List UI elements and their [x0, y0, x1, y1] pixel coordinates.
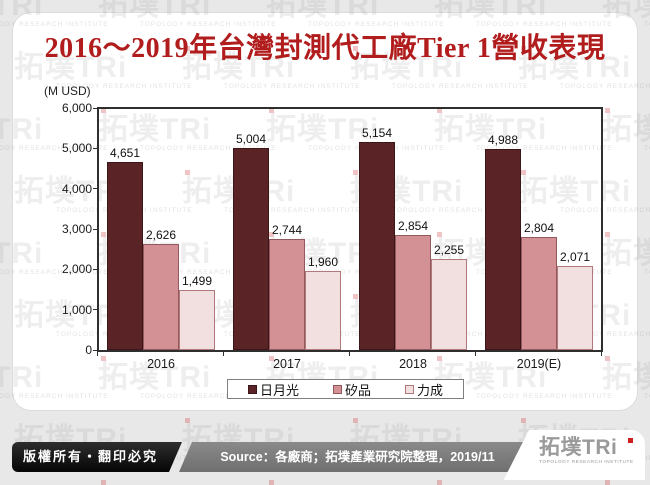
x-tick-label: 2017	[273, 357, 301, 371]
y-tick-mark	[93, 268, 98, 270]
legend-swatch-icon	[247, 384, 257, 394]
x-tick-label: 2019(E)	[516, 357, 562, 371]
x-tick-mark	[97, 352, 98, 356]
bar	[179, 289, 215, 350]
y-tick-label: 5,000	[61, 141, 92, 156]
x-tick-label: 2018	[399, 357, 427, 371]
bar	[359, 142, 395, 350]
bar	[143, 244, 179, 350]
y-tick-label: 1,000	[61, 302, 92, 317]
legend-label: 力成	[417, 382, 444, 398]
x-tick-mark	[223, 352, 224, 356]
legend-item: 力成	[405, 380, 443, 399]
x-tick-label: 2016	[147, 357, 175, 371]
bar-value-label: 2,071	[559, 250, 591, 265]
bar-value-label: 2,744	[271, 223, 303, 238]
y-axis-unit-label: (M USD)	[44, 84, 91, 98]
y-tick-label: 6,000	[61, 101, 92, 115]
y-tick-mark	[93, 309, 98, 311]
legend-item: 日月光	[247, 380, 299, 399]
legend-item: 矽品	[332, 380, 371, 399]
x-tick-mark	[475, 352, 476, 356]
bar	[305, 270, 341, 350]
legend-swatch-icon	[405, 384, 414, 394]
bar	[395, 234, 431, 350]
bar-value-label: 2,255	[433, 243, 465, 258]
legend-label: 日月光	[259, 382, 299, 398]
y-tick-label: 3,000	[61, 222, 92, 236]
y-tick-label: 4,000	[61, 181, 92, 196]
bar	[431, 259, 467, 350]
bar-value-label: 2,626	[145, 228, 177, 243]
bar	[269, 239, 305, 350]
y-tick-label: 0	[85, 343, 92, 357]
y-tick-mark	[93, 147, 98, 149]
plot-area	[97, 107, 603, 352]
bar-value-label: 2,804	[523, 220, 555, 235]
bar-value-label: 1,499	[181, 273, 213, 288]
y-tick-mark	[93, 349, 98, 351]
bar-value-label: 1,960	[307, 254, 339, 269]
bar-value-label: 4,988	[487, 132, 519, 147]
y-tick-mark	[93, 188, 98, 190]
legend-swatch-icon	[332, 384, 342, 394]
bar	[233, 148, 269, 350]
chart-legend: 日月光 矽品 力成	[227, 379, 464, 399]
bar	[107, 162, 143, 350]
bar-value-label: 5,154	[361, 126, 393, 141]
bar	[485, 148, 521, 350]
y-tick-mark	[93, 107, 98, 109]
bar-value-label: 2,854	[397, 218, 429, 233]
x-tick-mark	[349, 352, 350, 356]
legend-label: 矽品	[344, 382, 371, 398]
y-tick-mark	[93, 228, 98, 230]
y-tick-label: 2,000	[61, 262, 92, 277]
bar	[521, 236, 557, 350]
bar-value-label: 5,004	[235, 132, 267, 147]
bar-value-label: 4,651	[109, 146, 141, 161]
page-title: 2016～2019年台灣封測代工廠Tier 1營收表現	[44, 33, 606, 64]
bar	[557, 266, 593, 350]
x-tick-mark	[601, 352, 602, 356]
